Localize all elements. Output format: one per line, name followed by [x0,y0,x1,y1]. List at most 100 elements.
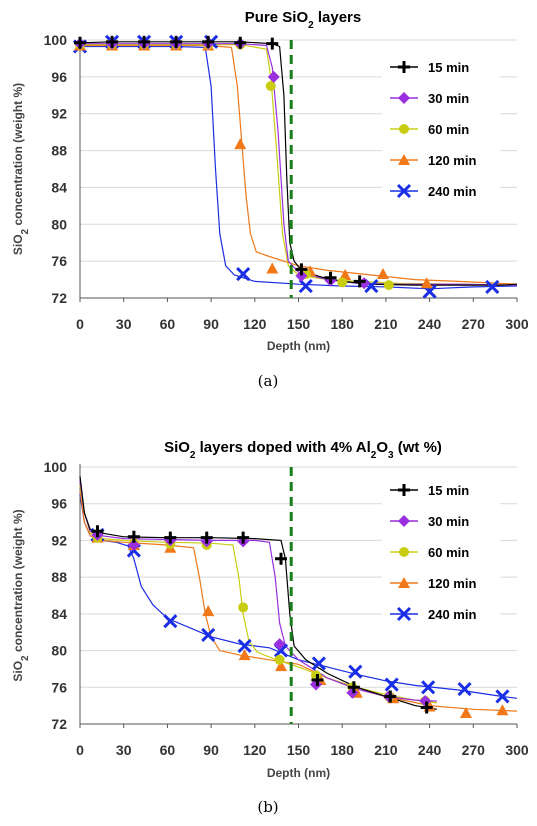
y-tick-label: 88 [51,569,67,585]
data-point [420,277,433,289]
x-tick-label: 90 [203,316,219,332]
data-point [265,81,276,92]
chart-title: SiO2 layers doped with 4% Al2O3 (wt %) [164,439,442,461]
legend: 15 min 30 min 60 min 120 min 240 min [382,472,500,636]
x-tick-label: 60 [160,742,176,758]
y-tick-label: 80 [51,643,67,659]
chart-title: Pure SiO2 layers [245,9,361,31]
series-line-240-min [80,45,518,290]
data-point [170,35,183,48]
data-point [127,539,140,552]
legend-marker [398,61,410,73]
x-tick-label: 210 [374,742,398,758]
chart-panel-a: Pure SiO2 layers 72 76 80 84 88 92 96 100 0 30 60 90… [11,9,529,390]
legend-label: 120 min [428,153,476,168]
legend-label: 15 min [428,60,469,75]
y-tick-label: 84 [51,606,67,622]
x-tick-label: 180 [331,742,355,758]
data-point [275,660,288,672]
legend-label: 30 min [428,91,469,106]
series-line-30-min [80,43,518,286]
data-point [106,35,119,48]
x-tick-label: 240 [418,742,442,758]
data-point [384,677,399,692]
data-point [273,638,286,651]
data-point [237,531,250,544]
y-tick-label: 100 [44,459,68,475]
y-tick-label: 92 [51,106,67,122]
x-tick-label: 270 [462,742,486,758]
data-point [266,37,279,50]
data-point [337,277,348,288]
data-point [274,654,285,665]
data-point [138,35,151,48]
y-tick-label: 88 [51,143,67,159]
data-point [238,602,249,613]
chart-panel-b: SiO2 layers doped with 4% Al2O3 (wt %) 72… [11,439,529,816]
legend-marker [398,92,410,104]
data-point [353,275,366,288]
data-point [311,673,324,686]
x-tick-label: 30 [116,742,132,758]
data-point [295,269,308,282]
data-point [383,280,394,291]
data-point [420,701,433,714]
legend-marker [399,547,409,557]
legend-marker [398,515,410,527]
data-point [127,530,140,543]
caption: (b) [257,798,278,816]
x-tick-label: 180 [331,316,355,332]
legend: 15 min 30 min 60 min 120 min 240 min [382,49,500,213]
data-point [460,706,473,718]
data-point [295,263,308,276]
x-tick-label: 210 [374,316,398,332]
legend-marker [396,606,412,622]
y-tick-label: 100 [44,32,68,48]
data-point [91,525,104,538]
caption: (a) [258,372,279,390]
y-tick-label: 84 [51,179,67,195]
data-point [485,279,500,295]
data-point [419,695,432,708]
data-point [201,627,216,643]
legend-marker [398,484,410,496]
data-point [311,656,326,671]
y-tick-label: 72 [51,716,67,732]
x-tick-label: 120 [243,742,267,758]
y-tick-label: 96 [51,69,67,85]
x-tick-label: 270 [462,316,486,332]
legend-marker [398,154,410,165]
y-tick-label: 96 [51,496,67,512]
y-tick-label: 76 [51,253,67,269]
x-axis-label: Depth (nm) [267,766,330,780]
legend-label: 60 min [428,545,469,560]
data-point [376,268,389,280]
x-axis-label: Depth (nm) [267,339,330,353]
data-point [496,704,509,716]
data-point [267,70,280,83]
legend-label: 240 min [428,607,476,622]
x-tick-label: 240 [418,316,442,332]
x-tick-label: 0 [76,316,84,332]
series-line-60-min [80,44,518,286]
data-point [238,649,251,661]
x-tick-label: 150 [287,742,311,758]
data-point [74,36,86,49]
legend-marker [396,183,412,199]
data-point [348,664,363,679]
data-point [200,531,213,544]
data-point [339,268,352,280]
y-axis-label: SiO2 concentration (weight %) [11,509,31,681]
data-point [163,614,178,629]
data-point [164,531,177,544]
legend-label: 30 min [428,514,469,529]
x-tick-label: 120 [243,316,267,332]
data-point [324,271,337,284]
y-tick-label: 72 [51,290,67,306]
data-point [347,681,360,694]
y-tick-label: 76 [51,679,67,695]
legend-label: 60 min [428,122,469,137]
y-axis-label: SiO2 concentration (weight %) [11,83,31,255]
